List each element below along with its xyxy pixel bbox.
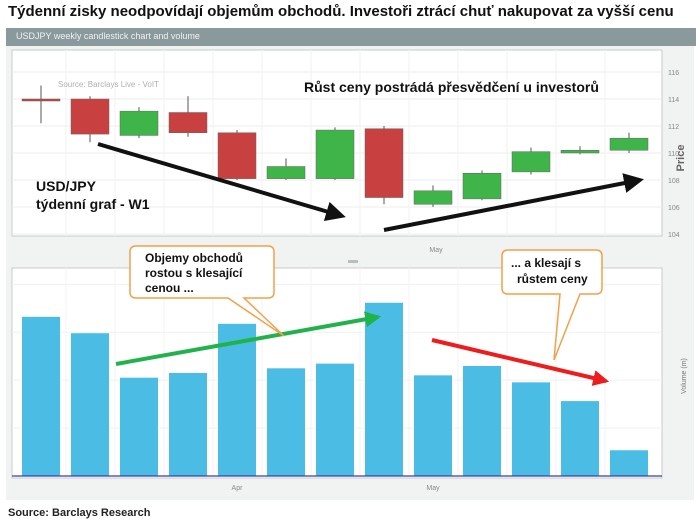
candle <box>315 127 355 180</box>
headline: Týdenní zisky neodpovídají objemům obcho… <box>8 3 674 20</box>
volume-bar <box>71 333 109 476</box>
candle-body <box>462 173 502 200</box>
chart: 104 106 108 110 112 114 116 Source: Barclays L… <box>11 49 688 492</box>
callout-right-line2: růstem ceny <box>517 272 588 286</box>
candle-body <box>266 166 306 179</box>
price-grid <box>12 50 662 236</box>
candle <box>609 132 649 153</box>
price-tick-label: 114 <box>668 97 679 104</box>
callout-left-line2: rostou s klesající <box>145 266 243 280</box>
callout-right-line1: ... a klesají s <box>511 256 581 270</box>
candle-body <box>511 151 551 173</box>
candle-body <box>217 132 257 179</box>
volume-bar <box>561 401 599 476</box>
volume-bar <box>218 323 256 476</box>
candle-body <box>70 98 110 135</box>
volume-bar <box>22 316 60 476</box>
candle <box>119 107 159 139</box>
price-tick-label: 112 <box>668 124 679 131</box>
price-tick-label: 110 <box>668 151 679 158</box>
price-axis: 104 106 108 110 112 114 116 <box>668 70 680 239</box>
candle <box>21 85 61 124</box>
volume-bar <box>267 368 305 476</box>
pair-label: USD/JPY <box>36 178 97 194</box>
candle <box>168 96 208 137</box>
price-tick-label: 108 <box>668 178 680 185</box>
candle <box>217 130 257 180</box>
volume-bar <box>316 363 354 476</box>
volume-bar <box>365 302 403 476</box>
volume-bar <box>120 377 158 476</box>
downtrend-arrow <box>97 142 346 222</box>
volume-falling-arrow <box>431 338 610 386</box>
callout-left-bubble <box>129 245 285 337</box>
panel-divider-handle[interactable] <box>348 260 358 263</box>
price-watermark: Source: Barclays Live - VoIT <box>58 80 159 89</box>
volume-x-label: Apr <box>232 485 244 492</box>
candle <box>511 147 551 175</box>
volume-bar <box>610 450 648 476</box>
candle-body <box>609 137 649 151</box>
candle <box>560 146 600 155</box>
candle <box>70 96 110 143</box>
candle <box>364 126 404 205</box>
callout-left-line3: cenou ... <box>145 281 194 295</box>
candles <box>21 85 649 207</box>
candle-body <box>21 98 61 102</box>
price-tick-label: 116 <box>668 70 679 77</box>
candle-body <box>560 150 600 154</box>
price-tick-label: 104 <box>668 232 680 239</box>
candle-body <box>168 112 208 133</box>
callout-right-bubble <box>501 249 603 361</box>
candle-body <box>315 129 355 179</box>
volume-bar <box>463 365 501 476</box>
candle-body <box>364 128 404 198</box>
timeframe-label: týdenní graf - W1 <box>36 196 150 212</box>
volume-bars <box>22 302 648 476</box>
panel-title-bar: USDJPY weekly candlestick chart and volu… <box>6 28 696 46</box>
candle <box>462 170 502 201</box>
volume-bar <box>414 375 452 476</box>
chart-frame: 104 106 108 110 112 114 116 Source: Barclays L… <box>6 46 694 500</box>
price-annotation-title: Růst ceny postrádá přesvědčení u investo… <box>304 79 599 95</box>
price-tick-label: 106 <box>668 205 680 212</box>
uptrend-arrow <box>383 173 644 232</box>
volume-rising-arrow <box>115 311 382 366</box>
candle-body <box>119 110 159 136</box>
volume-bar <box>512 382 550 476</box>
candle-body <box>413 190 453 205</box>
volume-axis-label: Volume (m) <box>681 358 688 394</box>
callout-left-line1: Objemy obchodů <box>145 251 243 265</box>
panel-title: USDJPY weekly candlestick chart and volu… <box>16 31 200 41</box>
candle <box>266 158 306 180</box>
price-month-label: May <box>429 247 443 254</box>
volume-x-label: May <box>426 485 440 492</box>
price-axis-label: Price <box>675 145 687 172</box>
source-footer: Source: Barclays Research <box>8 507 151 519</box>
volume-bar <box>169 373 207 476</box>
volume-x-axis: Apr May <box>232 485 441 492</box>
candle <box>413 185 453 207</box>
